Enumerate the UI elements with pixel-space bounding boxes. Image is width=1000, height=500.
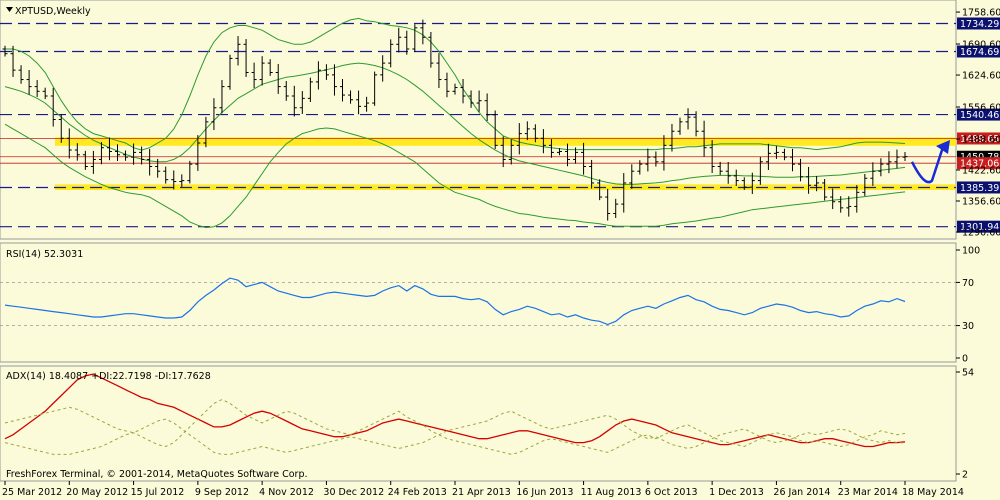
time-axis-label: 18 May 2014 <box>902 487 964 498</box>
time-axis-label: 24 Feb 2013 <box>388 487 447 498</box>
price-axis-label: 1758.60 <box>962 8 1000 19</box>
time-axis-label: 20 May 2012 <box>66 487 128 498</box>
adx-title: ADX(14) 18.4087 +DI:22.7198 -DI:17.7628 <box>6 371 211 382</box>
bollinger-middle-line <box>4 62 906 185</box>
price-axis-label: 1488.60 <box>962 134 1000 145</box>
copyright-text: FreshForex Terminal, © 2001-2014, MetaQu… <box>6 469 308 480</box>
rsi-panel[interactable] <box>0 242 957 363</box>
forecast-arrow-path <box>910 143 946 184</box>
chevron-down-icon[interactable] <box>6 7 13 12</box>
adx-axis-label: 2 <box>962 470 968 481</box>
chart-title: XPTUSD,Weekly <box>15 6 91 17</box>
time-axis-label: 4 Nov 2012 <box>259 487 314 498</box>
time-axis-label: 16 Jun 2013 <box>516 487 573 498</box>
time-axis-label: 25 Mar 2012 <box>2 487 62 498</box>
level-tag <box>957 45 1000 58</box>
time-axis-label: 6 Oct 2013 <box>645 487 698 498</box>
level-tag <box>957 181 1000 194</box>
bollinger-lower-line <box>4 123 906 229</box>
level-tag <box>957 220 1000 233</box>
adx-axis-label: 54 <box>962 368 974 379</box>
time-axis-label: 15 Jul 2012 <box>131 487 185 498</box>
level-tag-label: 1674.69 <box>960 47 999 58</box>
forecast-arrow <box>910 139 950 184</box>
price-tag <box>957 132 1000 145</box>
price-axis-label: 1624.60 <box>962 71 1000 82</box>
time-axis-label: 9 Sep 2012 <box>195 487 249 498</box>
price-tag-label: 1437.06 <box>960 159 999 170</box>
price-tag <box>957 157 1000 170</box>
price-axis-label: 1290.60 <box>962 228 1000 239</box>
rsi-axis-label: 100 <box>962 246 980 257</box>
plus-di-series-line <box>4 398 906 455</box>
time-axis-label: 23 Mar 2014 <box>838 487 898 498</box>
level-tag-label: 1734.29 <box>960 19 999 30</box>
level-tag <box>957 17 1000 30</box>
time-axis-label: 11 Aug 2013 <box>581 487 642 498</box>
price-axis-label: 1422.60 <box>962 165 1000 176</box>
price-axis-label: 1690.60 <box>962 40 1000 51</box>
forecast-arrowhead <box>936 139 950 154</box>
price-axis-label: 1356.60 <box>962 196 1000 207</box>
level-tag-label: 1385.39 <box>960 183 999 194</box>
zone-band <box>55 137 956 146</box>
level-tag-label: 1540.46 <box>960 110 999 121</box>
rsi-axis-label: 0 <box>962 354 968 365</box>
time-axis-label: 1 Dec 2013 <box>709 487 764 498</box>
time-axis-label: 21 Apr 2013 <box>452 487 511 498</box>
rsi-series-line <box>4 277 906 326</box>
time-axis-label: 30 Dec 2012 <box>323 487 384 498</box>
rsi-axis-label: 70 <box>962 278 974 289</box>
bollinger-upper-line <box>5 17 906 151</box>
level-tag-label: 1301.94 <box>960 222 999 233</box>
price-axis-label: 1556.60 <box>962 102 1000 113</box>
rsi-title: RSI(14) 52.3031 <box>6 249 83 260</box>
adx-series-line <box>4 373 906 448</box>
price-tag-label: 1489.65 <box>960 134 999 145</box>
time-axis-label: 26 Jan 2014 <box>773 487 830 498</box>
adx-panel[interactable] <box>0 365 957 482</box>
rsi-axis-label: 30 <box>962 321 974 332</box>
level-tag <box>957 108 1000 121</box>
